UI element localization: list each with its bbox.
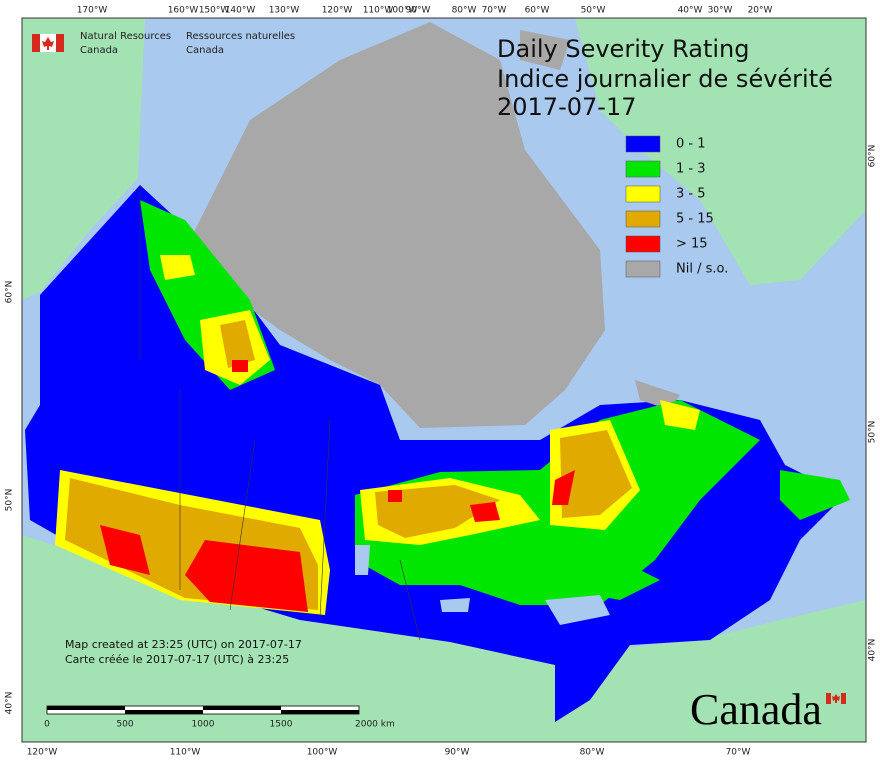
scale-segment <box>125 710 203 714</box>
top-longitude: 90°W <box>406 6 431 16</box>
title: Daily Severity Rating <box>497 35 749 63</box>
top-longitude: 70°W <box>482 6 507 16</box>
agency-en: Canada <box>80 45 118 56</box>
alaska <box>22 18 145 300</box>
maple-leaf <box>832 694 840 703</box>
legend-label: Nil / s.o. <box>676 262 728 277</box>
credit: Carte créée le 2017-07-17 (UTC) à 23:25 <box>65 653 289 666</box>
top-longitude: 150°W <box>199 6 230 16</box>
top-longitude: 50°W <box>581 6 606 16</box>
top-longitude: 20°W <box>748 6 773 16</box>
legend-label: 3 - 5 <box>676 187 706 202</box>
region-class <box>185 540 308 612</box>
top-longitude: 140°W <box>225 6 256 16</box>
top-longitude: 160°W <box>168 6 199 16</box>
united-states <box>22 535 866 742</box>
legend-label: > 15 <box>676 237 708 252</box>
top-longitude: 80°W <box>452 6 477 16</box>
bottom-longitude: 70°W <box>726 748 751 758</box>
bottom-longitude: 110°W <box>170 748 201 758</box>
flag-bar <box>32 34 40 52</box>
bottom-longitude: 90°W <box>445 748 470 758</box>
left-latitude: 50°N <box>5 489 15 512</box>
left-latitude: 60°N <box>5 281 15 304</box>
flag-bar <box>56 34 64 52</box>
agency-en: Natural Resources <box>80 31 171 42</box>
region-class <box>220 320 632 518</box>
region-class <box>375 485 500 538</box>
top-longitude: 170°W <box>77 6 108 16</box>
wordmark: Canada <box>690 685 822 734</box>
legend-label: 0 - 1 <box>676 137 706 152</box>
legend-swatch <box>625 135 661 153</box>
scale-label: 0 <box>44 720 50 730</box>
map-border <box>21 17 867 743</box>
scale-label: 1500 <box>270 720 293 730</box>
bottom-longitude: 120°W <box>27 748 58 758</box>
legend-label: 1 - 3 <box>676 162 706 177</box>
right-latitude: 50°N <box>868 421 878 444</box>
title: Indice journalier de sévérité <box>497 65 833 93</box>
right-latitude: 60°N <box>868 145 878 168</box>
top-longitude: 30°W <box>708 6 733 16</box>
top-longitude: 130°W <box>269 6 300 16</box>
greenland <box>575 18 866 285</box>
scale-label: 2000 km <box>355 720 395 730</box>
scale-segment <box>47 706 125 710</box>
top-longitude: 120°W <box>322 6 353 16</box>
bottom-longitude: 100°W <box>307 748 338 758</box>
legend-swatch <box>625 210 661 228</box>
scale-label: 1000 <box>192 720 215 730</box>
bottom-longitude: 80°W <box>580 748 605 758</box>
flag-bar <box>826 693 831 704</box>
scale-bar: 0 500 1000 1500 2000 km <box>44 705 395 730</box>
legend-label: 5 - 15 <box>676 212 714 227</box>
region-class <box>560 470 850 600</box>
boundary <box>139 185 421 641</box>
legend-swatch <box>625 160 661 178</box>
top-longitude: 60°W <box>525 6 550 16</box>
left-latitude: 40°N <box>5 692 15 715</box>
agency-logo <box>32 34 64 52</box>
scale-segment <box>281 710 359 714</box>
legend-swatch <box>625 235 661 253</box>
right-latitude: 40°N <box>868 639 878 662</box>
top-longitude: 100°W <box>387 6 418 16</box>
lake <box>355 545 610 625</box>
flag-bar <box>841 693 846 704</box>
region-class <box>190 22 605 428</box>
canada-wordmark: Canada <box>690 685 846 734</box>
legend-swatch <box>625 260 661 278</box>
title: 2017-07-17 <box>497 93 636 121</box>
scale-segment <box>203 706 281 710</box>
maple-leaf <box>42 37 54 50</box>
legend-swatch <box>625 185 661 203</box>
agency-fr: Canada <box>186 45 224 56</box>
top-longitude: 110°W <box>363 6 394 16</box>
map-frame <box>22 18 866 742</box>
agency-fr: Ressources naturelles <box>186 31 295 42</box>
legend: 0 - 1 1 - 3 3 - 5 5 - 15 > 15 Nil / s.o. <box>625 135 728 278</box>
top-longitude: 40°W <box>678 6 703 16</box>
scale-label: 500 <box>116 720 133 730</box>
credit: Map created at 23:25 (UTC) on 2017-07-17 <box>65 638 302 651</box>
